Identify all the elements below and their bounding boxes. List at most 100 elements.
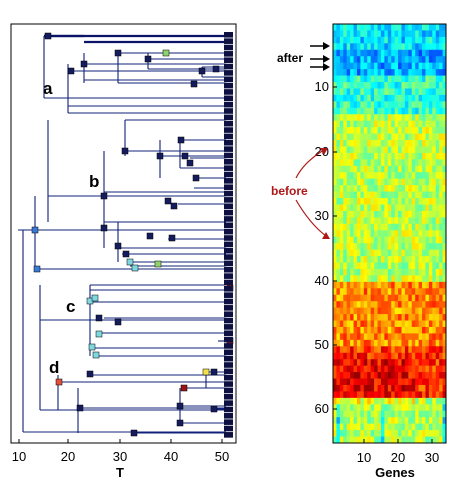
tree-node (95, 314, 103, 322)
heatmap-cell (398, 365, 402, 373)
heatmap-cell (432, 69, 437, 76)
heatmap-cell (336, 127, 341, 134)
heatmap-cell (353, 49, 358, 57)
heatmap-cell (380, 352, 385, 360)
heatmap-cell (339, 339, 344, 347)
heatmap-cell (346, 314, 351, 321)
heatmap-cell (428, 82, 433, 89)
heatmap-cell (363, 217, 368, 225)
heatmap-cell (343, 178, 348, 186)
heatmap-cell (411, 372, 416, 379)
heatmap-cell (339, 133, 344, 141)
heatmap-cell (356, 275, 361, 283)
heatmap-cell (398, 204, 402, 212)
heatmap-cell (411, 178, 416, 186)
heatmap-cell (428, 210, 433, 218)
heatmap-cell (391, 417, 396, 425)
heatmap-cell (415, 62, 419, 70)
heatmap-cell (439, 101, 443, 109)
heatmap-cell (353, 436, 358, 444)
heatmap-cell (411, 333, 416, 341)
heatmap-cell (394, 352, 399, 360)
heatmap-cell (387, 314, 392, 321)
heatmap-cell (353, 326, 358, 334)
heatmap-cell (380, 333, 385, 341)
heatmap-cell (384, 140, 389, 147)
heatmap-cell (374, 365, 378, 373)
heatmap-cell (336, 436, 341, 444)
heatmap-cell (425, 423, 430, 431)
heatmap-cell (370, 217, 375, 225)
heatmap-cell (435, 430, 440, 437)
heatmap-cell (377, 230, 382, 238)
heatmap-cell (370, 114, 375, 122)
heatmap-cell (418, 49, 423, 57)
heatmap-cell (428, 178, 433, 186)
tree-node (76, 404, 84, 412)
heatmap-cell (370, 185, 375, 192)
heatmap-cell (411, 352, 416, 360)
heatmap-cell (374, 198, 378, 205)
heatmap-cell (394, 236, 399, 244)
heatmap-cell (404, 436, 409, 444)
heatmap-cell (387, 165, 392, 173)
heatmap-cell (428, 249, 433, 257)
tree-node (168, 234, 176, 242)
heatmap-cell (380, 198, 385, 205)
heatmap-cell (404, 75, 409, 83)
tree-leaf (224, 190, 233, 197)
heatmap-cell (380, 391, 385, 399)
heatmap-cell (401, 404, 406, 412)
heatmap-cell (432, 391, 437, 399)
tree-leaf (224, 292, 233, 298)
tree-node (181, 152, 189, 160)
heatmap-cell (380, 436, 385, 444)
heatmap-cell (404, 249, 409, 257)
heatmap-cell (435, 314, 440, 321)
tree-leaf (224, 133, 233, 140)
heatmap-cell (425, 417, 430, 425)
heatmap-cell (425, 49, 430, 57)
heatmap-cell (422, 120, 426, 128)
tree-leaf (224, 254, 233, 260)
heatmap-cell (380, 191, 385, 199)
heatmap-cell (408, 372, 413, 379)
heatmap-cell (432, 436, 437, 444)
heatmap-cell (391, 178, 396, 186)
heatmap-cell (401, 36, 406, 44)
heatmap-cell (398, 30, 402, 38)
heatmap-cell (401, 430, 406, 437)
tree-leaf (224, 51, 233, 57)
heatmap-cell (442, 268, 447, 276)
heatmap-cell (333, 114, 337, 122)
heatmap-cell (425, 243, 430, 251)
heatmap-cell (333, 365, 337, 373)
heatmap-cell (415, 243, 419, 251)
heatmap-cell (428, 236, 433, 244)
tree-leaf (224, 152, 233, 159)
heatmap-cell (442, 262, 447, 270)
heatmap-cell (339, 333, 344, 341)
heatmap-cell (380, 43, 385, 51)
heatmap-cell (398, 133, 402, 141)
heatmap-cell (336, 94, 341, 102)
heatmap-cell (384, 94, 389, 102)
heatmap-cell (343, 236, 348, 244)
heatmap-cell (401, 133, 406, 141)
heatmap-cell (442, 165, 447, 173)
heatmap-cell (333, 423, 337, 431)
heatmap-cell (370, 94, 375, 102)
heatmap-cell (374, 43, 378, 51)
heatmap-cell (415, 217, 419, 225)
heatmap-cell (374, 333, 378, 341)
heatmap-cell (428, 262, 433, 270)
heatmap-cell (391, 307, 396, 315)
heatmap-cell (360, 62, 365, 70)
heatmap-cell (333, 404, 337, 412)
heatmap-cell (439, 133, 443, 141)
heatmap-cell (408, 198, 413, 205)
heatmap-cell (408, 43, 413, 51)
heatmap-cell (394, 127, 399, 134)
heatmap-cell (435, 404, 440, 412)
heatmap-cell (428, 94, 433, 102)
